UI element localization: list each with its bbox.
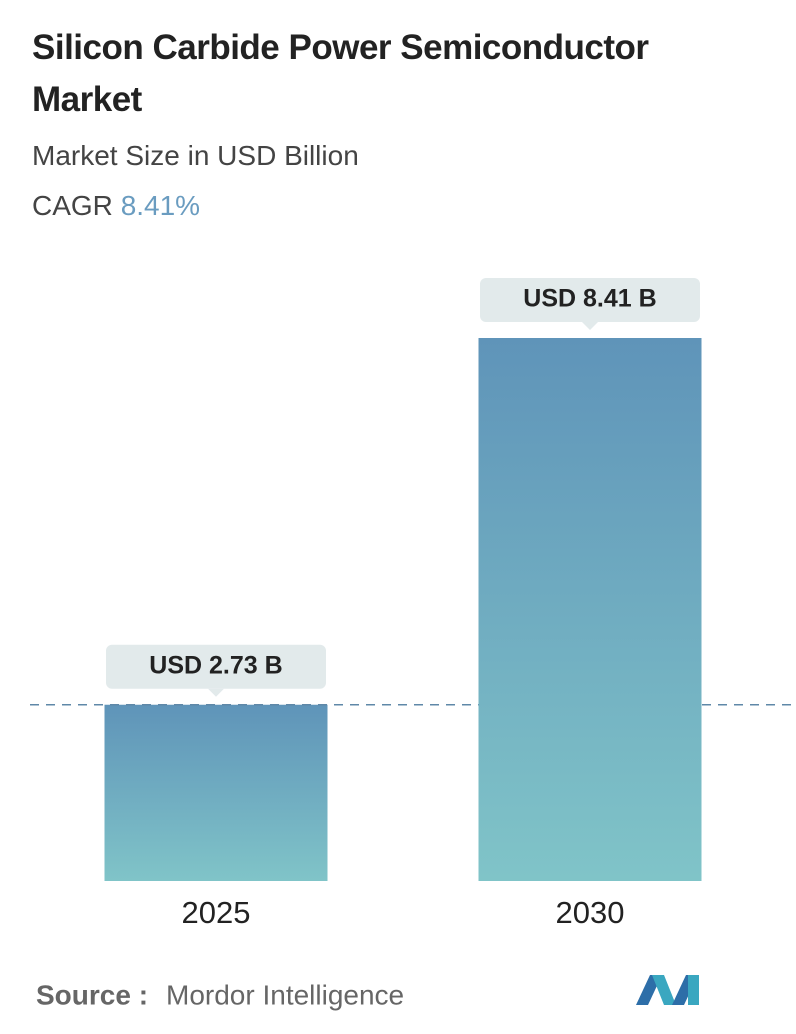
logo <box>636 975 699 1005</box>
bar <box>478 338 702 881</box>
chart-title: Silicon Carbide Power Semiconductor Mark… <box>32 28 649 119</box>
x-tick-label: 2025 <box>182 895 251 930</box>
cagr-label: CAGR <box>32 190 113 221</box>
value-label: USD 2.73 B <box>149 651 282 679</box>
bar <box>104 704 328 881</box>
value-label: USD 8.41 B <box>523 285 656 313</box>
value-label-box <box>106 644 326 689</box>
cagr-value: 8.41% <box>120 190 201 221</box>
value-label-pointer <box>582 322 598 330</box>
value-label-box <box>480 278 700 322</box>
x-tick-label: 2030 <box>556 895 625 930</box>
cagr: CAGR 8.41% <box>32 190 200 222</box>
source-label: Source : <box>36 979 148 1010</box>
source: Mordor Intelligence <box>166 979 404 1010</box>
value-label-pointer <box>208 688 224 697</box>
chart-subtitle: Market Size in USD Billion <box>32 140 359 171</box>
